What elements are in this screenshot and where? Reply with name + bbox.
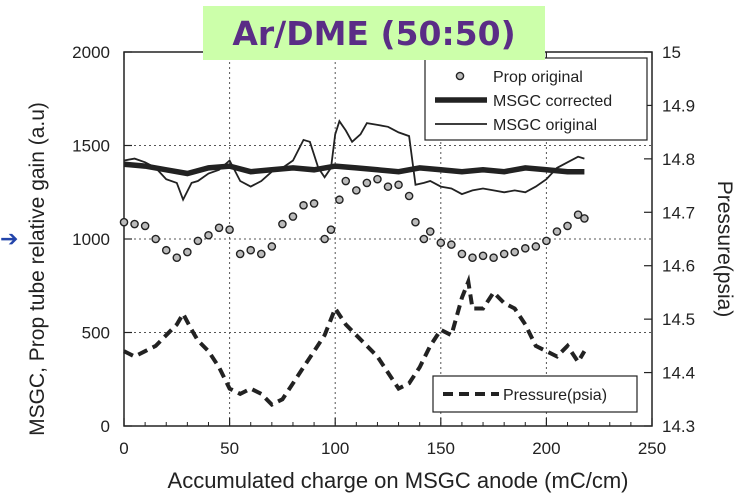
legend-label-prop-original: Prop original (493, 69, 583, 86)
series-point-prop-original (309, 199, 319, 208)
series-point-prop-original (320, 234, 329, 244)
series-point-prop-original (299, 201, 308, 210)
y2-tick-label: 14.3 (662, 417, 695, 436)
y-axis-label: MSGC, Prop tube relative gain (a.u) (26, 102, 49, 436)
y-tick-label: 500 (82, 324, 110, 343)
x-tick-label: 200 (532, 439, 560, 458)
x-tick-label: 150 (427, 439, 455, 458)
x-tick-label: 250 (638, 439, 666, 458)
series-point-prop-original (172, 253, 182, 263)
y2-axis-label: Pressure(psia) (713, 181, 736, 318)
series-point-prop-original (352, 186, 361, 195)
series-point-prop-original (341, 176, 351, 186)
series-point-prop-original (256, 249, 266, 259)
legend-label-pressure: Pressure(psia) (503, 387, 607, 404)
series-point-prop-original (161, 245, 171, 255)
series-point-prop-original (373, 174, 382, 184)
series-point-prop-original (183, 247, 192, 257)
series-point-prop-original (151, 234, 160, 244)
series-point-prop-original (130, 219, 139, 229)
series-point-prop-original (457, 249, 467, 259)
series-point-prop-original (204, 230, 213, 240)
series-point-prop-original (419, 234, 429, 244)
series-point-prop-original (499, 249, 509, 259)
series-point-prop-original (510, 247, 520, 257)
series-point-prop-original (193, 236, 203, 246)
y2-tick-label: 14.8 (662, 150, 695, 169)
series-line-msgc-original (123, 119, 585, 202)
y2-tick-label: 14.9 (662, 96, 695, 115)
series-point-prop-original (573, 210, 583, 219)
series-point-prop-original (411, 217, 420, 227)
chart-title-box: Ar/DME (50:50) (203, 6, 545, 60)
y-tick-label: 1000 (72, 230, 110, 249)
y-tick-label: 2000 (72, 43, 110, 62)
series-point-prop-original (246, 245, 256, 255)
legend-swatch-prop-original (455, 71, 465, 81)
series-point-prop-original (267, 242, 277, 251)
arrow-icon: ➔ (0, 226, 19, 251)
series-point-prop-original (140, 221, 150, 231)
series-point-prop-original (335, 195, 344, 205)
y2-tick-label: 14.7 (662, 203, 695, 222)
series-point-prop-original (362, 178, 372, 188)
x-tick-label: 100 (321, 439, 349, 458)
y2-tick-label: 15 (662, 43, 681, 62)
series-point-prop-original (447, 240, 456, 249)
series-point-prop-original (119, 217, 129, 227)
y2-tick-label: 14.6 (662, 257, 695, 276)
series-line-pressure-psia (123, 274, 587, 408)
series-point-prop-original (520, 244, 530, 253)
series-point-prop-original (326, 225, 336, 234)
series-point-prop-original (404, 191, 414, 201)
series-point-prop-original (425, 227, 435, 236)
legend-label-msgc-corrected: MSGC corrected (493, 93, 612, 110)
x-tick-label: 50 (220, 439, 239, 458)
series-point-prop-original (531, 242, 541, 251)
y2-tick-label: 14.4 (662, 364, 695, 383)
series-point-prop-original (214, 223, 224, 233)
y-tick-label: 1500 (72, 137, 110, 156)
series-point-prop-original (478, 251, 488, 261)
series-point-prop-original (468, 253, 477, 263)
series-point-prop-original (436, 238, 446, 248)
series-point-prop-original (489, 253, 498, 263)
series-point-prop-original (580, 214, 589, 223)
series-point-prop-original (394, 180, 403, 190)
series-line-msgc-corrected (123, 161, 585, 177)
series-point-prop-original (235, 249, 245, 259)
series-point-prop-original (383, 182, 393, 191)
series-point-prop-original (288, 212, 298, 221)
series-point-prop-original (542, 236, 551, 246)
x-axis-label: Accumulated charge on MSGC anode (mC/cm) (168, 468, 629, 493)
series-point-prop-original (225, 225, 234, 234)
series-point-prop-original (278, 219, 287, 229)
y2-tick-label: 14.5 (662, 310, 695, 329)
series-point-prop-original (563, 221, 572, 231)
legend-label-msgc-original: MSGC original (493, 117, 597, 134)
x-tick-label: 0 (119, 439, 128, 458)
chart-title: Ar/DME (50:50) (232, 13, 516, 53)
y-tick-label: 0 (101, 417, 110, 436)
series-point-prop-original (552, 227, 562, 236)
